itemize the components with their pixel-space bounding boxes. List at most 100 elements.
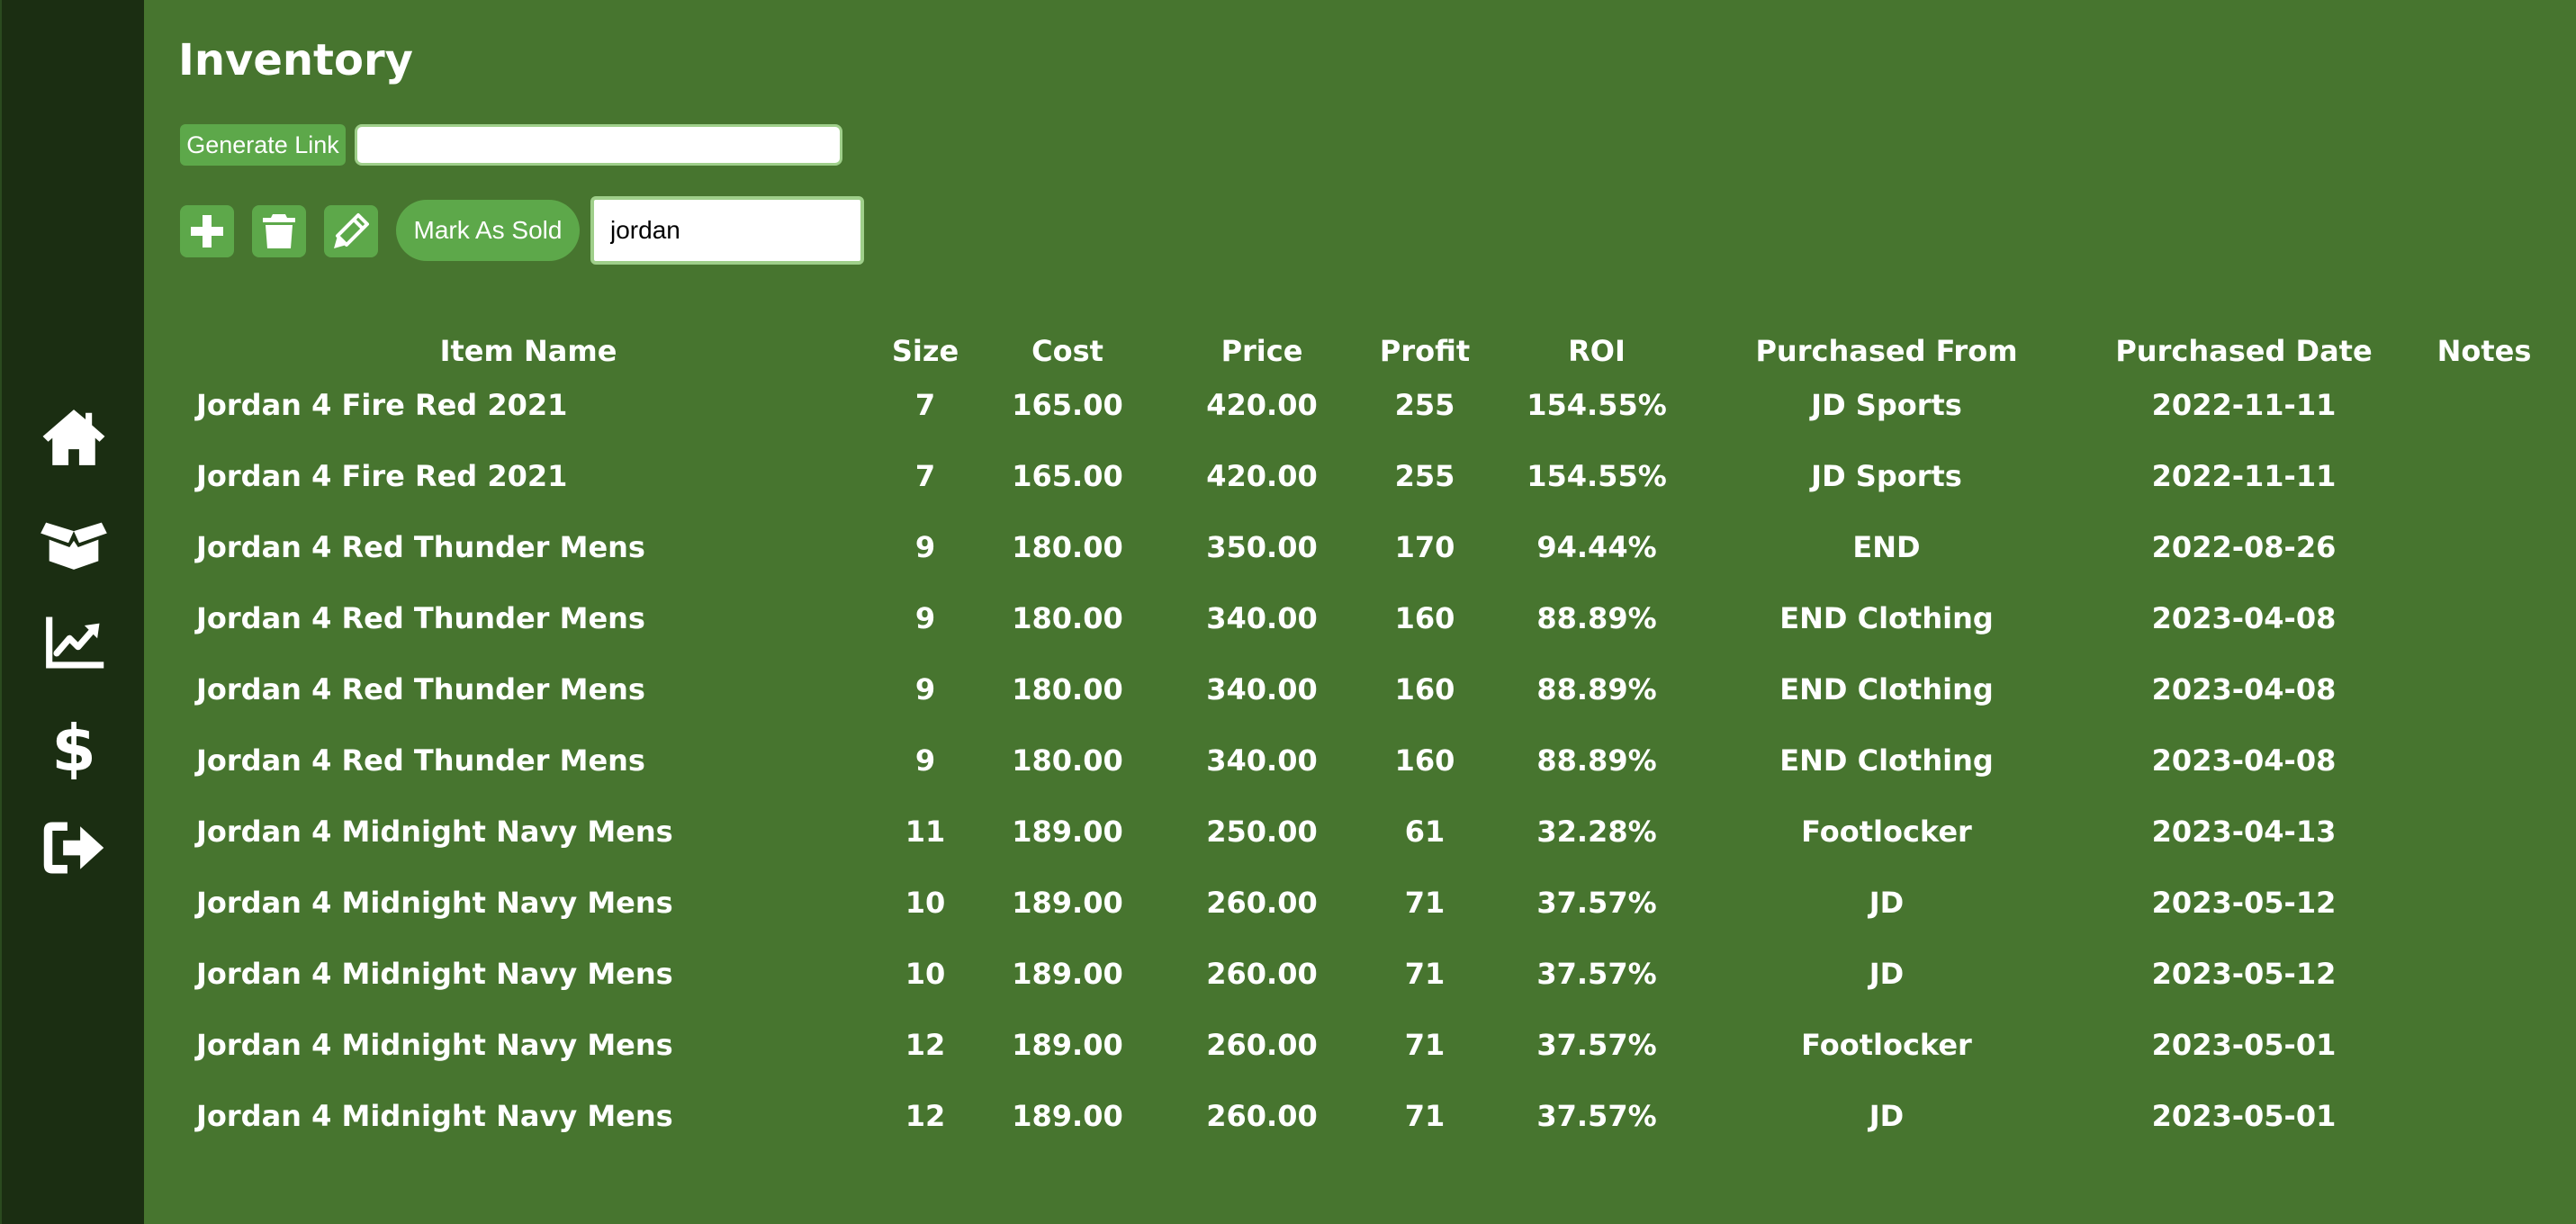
column-header-purchased-from[interactable]: Purchased From	[1755, 334, 2018, 368]
cell-profit: 160	[1394, 601, 1455, 635]
table-row[interactable]: Jordan 4 Midnight Navy Mens 11 189.00 250.0…	[144, 806, 2576, 857]
cell-item-name: Jordan 4 Red Thunder Mens	[196, 672, 645, 706]
cell-purchased-from: JD	[1869, 886, 1905, 920]
sign-out-icon[interactable]	[40, 814, 108, 882]
table-row[interactable]: Jordan 4 Red Thunder Mens 9 180.00 340.00 16…	[144, 664, 2576, 715]
cell-item-name: Jordan 4 Midnight Navy Mens	[196, 1028, 673, 1062]
table-row[interactable]: Jordan 4 Fire Red 2021 7 165.00 420.00 255 15…	[144, 380, 2576, 430]
cell-profit: 71	[1404, 1099, 1446, 1133]
search-input[interactable]	[590, 196, 864, 265]
pencil-icon	[334, 213, 369, 248]
main-content: Inventory Generate Link Mark As Sold Ite…	[144, 0, 2576, 1224]
cell-purchased-from: END Clothing	[1779, 743, 1994, 778]
cell-roi: 37.57%	[1536, 886, 1657, 920]
page-title: Inventory	[178, 35, 413, 86]
column-header-price[interactable]: Price	[1220, 334, 1303, 368]
table-row[interactable]: Jordan 4 Red Thunder Mens 9 180.00 340.00 16…	[144, 593, 2576, 644]
cell-roi: 32.28%	[1536, 814, 1657, 849]
mark-as-sold-button[interactable]: Mark As Sold	[396, 200, 580, 261]
cell-purchased-date: 2023-05-01	[2151, 1028, 2337, 1062]
dollar-icon[interactable]: $	[40, 711, 108, 787]
cell-size: 11	[905, 814, 946, 849]
trash-icon	[263, 214, 295, 248]
home-icon[interactable]	[40, 403, 108, 472]
cell-cost: 189.00	[1012, 886, 1123, 920]
chart-line-icon[interactable]	[40, 608, 108, 677]
table-row[interactable]: Jordan 4 Red Thunder Mens 9 180.00 340.00 16…	[144, 735, 2576, 786]
edit-button[interactable]	[324, 205, 378, 257]
cell-purchased-date: 2022-11-11	[2151, 459, 2337, 493]
column-header-roi[interactable]: ROI	[1568, 334, 1626, 368]
link-field[interactable]	[355, 124, 842, 166]
column-header-notes[interactable]: Notes	[2436, 334, 2532, 368]
cell-item-name: Jordan 4 Midnight Navy Mens	[196, 814, 673, 849]
cell-profit: 71	[1404, 1028, 1446, 1062]
cell-purchased-date: 2023-04-13	[2151, 814, 2337, 849]
add-button[interactable]	[180, 205, 234, 257]
cell-purchased-date: 2023-05-12	[2151, 957, 2337, 991]
cell-cost: 189.00	[1012, 814, 1123, 849]
cell-cost: 180.00	[1012, 672, 1123, 706]
cell-size: 10	[905, 886, 946, 920]
cell-purchased-from: JD Sports	[1811, 388, 1962, 422]
cell-profit: 170	[1394, 530, 1455, 564]
cell-item-name: Jordan 4 Midnight Navy Mens	[196, 957, 673, 991]
box-open-icon[interactable]	[40, 508, 108, 576]
table-row[interactable]: Jordan 4 Fire Red 2021 7 165.00 420.00 255 15…	[144, 451, 2576, 501]
box-open-icon-graphic	[41, 522, 107, 570]
cell-cost: 180.00	[1012, 530, 1123, 564]
cell-roi: 37.57%	[1536, 957, 1657, 991]
cell-size: 12	[905, 1028, 946, 1062]
cell-price: 350.00	[1206, 530, 1318, 564]
column-header-cost[interactable]: Cost	[1031, 334, 1103, 368]
cell-size: 9	[914, 672, 936, 706]
cell-item-name: Jordan 4 Fire Red 2021	[196, 388, 568, 422]
column-header-purchased-date[interactable]: Purchased Date	[2115, 334, 2373, 368]
chart-line-icon-graphic	[46, 616, 104, 669]
cell-size: 7	[914, 459, 936, 493]
cell-roi: 37.57%	[1536, 1099, 1657, 1133]
cell-profit: 61	[1404, 814, 1446, 849]
cell-roi: 88.89%	[1536, 672, 1657, 706]
cell-purchased-date: 2022-11-11	[2151, 388, 2337, 422]
svg-text:$: $	[51, 712, 96, 780]
cell-cost: 165.00	[1012, 459, 1123, 493]
cell-price: 260.00	[1206, 1099, 1318, 1133]
cell-profit: 255	[1394, 388, 1455, 422]
column-header-item-name[interactable]: Item Name	[439, 334, 617, 368]
table-row[interactable]: Jordan 4 Midnight Navy Mens 10 189.00 260.0…	[144, 878, 2576, 928]
cell-item-name: Jordan 4 Red Thunder Mens	[196, 601, 645, 635]
cell-profit: 160	[1394, 743, 1455, 778]
cell-purchased-from: JD	[1869, 957, 1905, 991]
cell-purchased-date: 2023-04-08	[2151, 601, 2337, 635]
table-row[interactable]: Jordan 4 Midnight Navy Mens 12 189.00 260.0…	[144, 1091, 2576, 1141]
cell-size: 7	[914, 388, 936, 422]
cell-price: 260.00	[1206, 957, 1318, 991]
column-header-size[interactable]: Size	[891, 334, 959, 368]
cell-cost: 189.00	[1012, 1099, 1123, 1133]
table-row[interactable]: Jordan 4 Midnight Navy Mens 12 189.00 260.0…	[144, 1020, 2576, 1070]
cell-purchased-from: JD	[1869, 1099, 1905, 1133]
cell-price: 260.00	[1206, 1028, 1318, 1062]
cell-cost: 189.00	[1012, 1028, 1123, 1062]
table-header: Item Name Size Cost Price Profit ROI Pur…	[144, 326, 2576, 376]
cell-purchased-from: END Clothing	[1779, 601, 1994, 635]
cell-roi: 154.55%	[1527, 459, 1667, 493]
cell-size: 12	[905, 1099, 946, 1133]
cell-size: 10	[905, 957, 946, 991]
cell-purchased-from: END Clothing	[1779, 672, 1994, 706]
generate-link-button[interactable]: Generate Link	[180, 124, 346, 166]
table-row[interactable]: Jordan 4 Red Thunder Mens 9 180.00 350.00 17…	[144, 522, 2576, 572]
cell-item-name: Jordan 4 Fire Red 2021	[196, 459, 568, 493]
cell-profit: 160	[1394, 672, 1455, 706]
plus-icon	[191, 215, 223, 248]
delete-button[interactable]	[252, 205, 306, 257]
cell-item-name: Jordan 4 Red Thunder Mens	[196, 743, 645, 778]
cell-profit: 71	[1404, 886, 1446, 920]
cell-purchased-from: JD Sports	[1811, 459, 1962, 493]
cell-price: 420.00	[1206, 388, 1318, 422]
column-header-profit[interactable]: Profit	[1379, 334, 1471, 368]
cell-purchased-from: Footlocker	[1801, 1028, 1972, 1062]
cell-purchased-date: 2023-05-01	[2151, 1099, 2337, 1133]
table-row[interactable]: Jordan 4 Midnight Navy Mens 10 189.00 260.0…	[144, 949, 2576, 999]
